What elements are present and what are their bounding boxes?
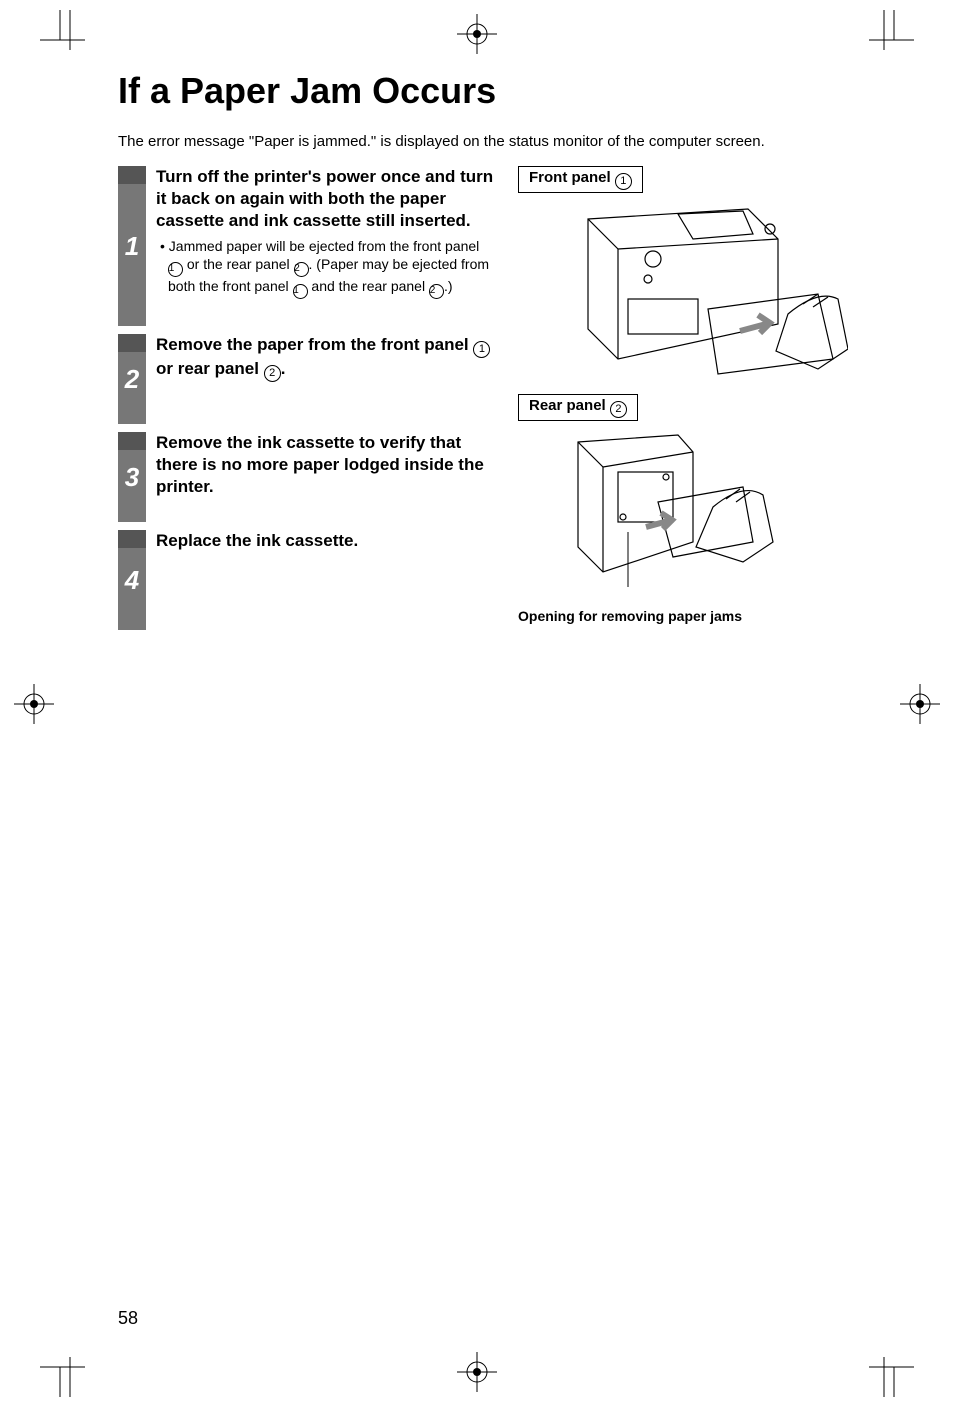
step-1: 1 Turn off the printer's power once and … <box>118 166 494 326</box>
rear-panel-label: Rear panel 2 <box>518 394 638 421</box>
rear-panel-illustration <box>518 427 798 597</box>
step-badge: 3 <box>118 432 146 522</box>
front-panel-label: Front panel 1 <box>518 166 643 193</box>
step-2: 2 Remove the paper from the front panel … <box>118 334 494 424</box>
step-number: 2 <box>125 364 139 395</box>
circled-1-icon: 1 <box>168 262 183 277</box>
registration-mark-top <box>455 12 499 56</box>
step-heading: Turn off the printer's power once and tu… <box>156 166 494 232</box>
crop-mark-bl <box>20 1327 90 1397</box>
circled-2-icon: 2 <box>610 401 627 418</box>
step-heading: Remove the paper from the front panel 1 … <box>156 334 494 382</box>
circled-2-icon: 2 <box>429 284 444 299</box>
circled-2-icon: 2 <box>294 262 309 277</box>
crop-mark-br <box>864 1327 934 1397</box>
page-title: If a Paper Jam Occurs <box>118 70 878 112</box>
registration-mark-bottom <box>455 1350 499 1394</box>
opening-caption: Opening for removing paper jams <box>518 608 858 624</box>
page-number: 58 <box>118 1308 138 1329</box>
front-panel-illustration <box>518 199 848 389</box>
step-number: 4 <box>125 565 139 596</box>
circled-1-icon: 1 <box>615 173 632 190</box>
step-badge: 4 <box>118 530 146 630</box>
step-4: 4 Replace the ink cassette. <box>118 530 494 630</box>
registration-mark-left <box>12 682 56 726</box>
circled-2-icon: 2 <box>264 365 281 382</box>
step-number: 1 <box>125 231 139 262</box>
steps-column: 1 Turn off the printer's power once and … <box>118 166 494 638</box>
circled-1-icon: 1 <box>473 341 490 358</box>
step-3: 3 Remove the ink cassette to verify that… <box>118 432 494 522</box>
step-bullet: • Jammed paper will be ejected from the … <box>156 237 494 300</box>
registration-mark-right <box>898 682 942 726</box>
step-badge: 1 <box>118 166 146 326</box>
step-number: 3 <box>125 462 139 493</box>
circled-1-icon: 1 <box>293 284 308 299</box>
step-heading: Remove the ink cassette to verify that t… <box>156 432 494 498</box>
illustrations-column: Front panel 1 <box>518 166 858 624</box>
intro-text: The error message "Paper is jammed." is … <box>118 132 878 152</box>
step-heading: Replace the ink cassette. <box>156 530 494 552</box>
step-badge: 2 <box>118 334 146 424</box>
crop-mark-tl <box>20 10 90 80</box>
page-content: If a Paper Jam Occurs The error message … <box>118 70 878 638</box>
